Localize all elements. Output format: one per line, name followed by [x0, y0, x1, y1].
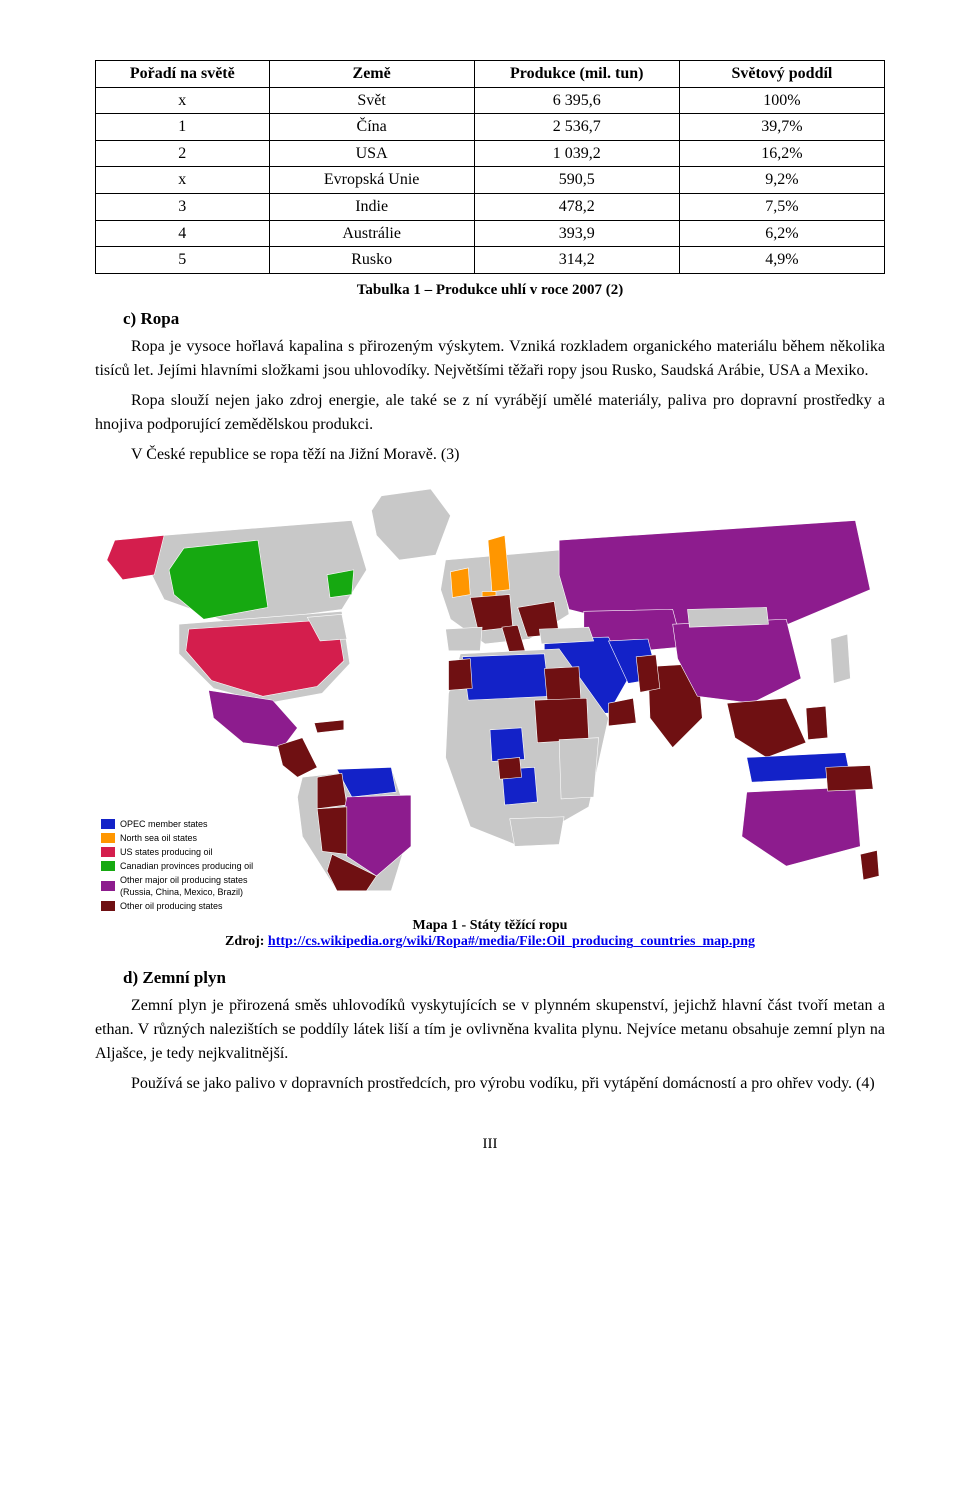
paragraph: Ropa je vysoce hořlavá kapalina s přiroz… [95, 335, 885, 383]
cell-share: 39,7% [679, 114, 884, 141]
cell-rank: 2 [96, 140, 270, 167]
legend-swatch [101, 861, 115, 871]
legend-swatch [101, 847, 115, 857]
cell-rank: 4 [96, 220, 270, 247]
cell-country: Indie [269, 193, 474, 220]
cell-prod: 590,5 [474, 167, 679, 194]
cell-country: Rusko [269, 247, 474, 274]
cell-share: 9,2% [679, 167, 884, 194]
map-caption-title: Mapa 1 - Státy těžící ropu [413, 918, 568, 933]
heading-ropa: c) Ropa [123, 309, 885, 329]
table-row: 2USA1 039,216,2% [96, 140, 885, 167]
cell-share: 7,5% [679, 193, 884, 220]
cell-rank: 1 [96, 114, 270, 141]
table-row: 4Austrálie393,96,2% [96, 220, 885, 247]
map-source-link[interactable]: http://cs.wikipedia.org/wiki/Ropa#/media… [268, 934, 755, 949]
cell-prod: 6 395,6 [474, 87, 679, 114]
page-number: III [95, 1136, 885, 1153]
cell-prod: 2 536,7 [474, 114, 679, 141]
cell-share: 100% [679, 87, 884, 114]
cell-country: Austrálie [269, 220, 474, 247]
cell-prod: 1 039,2 [474, 140, 679, 167]
table-row: 3Indie478,27,5% [96, 193, 885, 220]
legend-label: OPEC member states [120, 818, 208, 830]
cell-share: 4,9% [679, 247, 884, 274]
legend-label: North sea oil states [120, 832, 197, 844]
cell-country: Svět [269, 87, 474, 114]
cell-country: Evropská Unie [269, 167, 474, 194]
map-source-label: Zdroj: [225, 934, 268, 949]
cell-prod: 478,2 [474, 193, 679, 220]
cell-rank: x [96, 87, 270, 114]
legend-swatch [101, 819, 115, 829]
cell-prod: 393,9 [474, 220, 679, 247]
table-row: xSvět6 395,6100% [96, 87, 885, 114]
cell-country: USA [269, 140, 474, 167]
col-rank: Pořadí na světě [96, 61, 270, 88]
map-caption: Mapa 1 - Státy těžící ropu Zdroj: http:/… [95, 918, 885, 950]
col-share: Světový poddíl [679, 61, 884, 88]
table-caption: Tabulka 1 – Produkce uhlí v roce 2007 (2… [95, 282, 885, 299]
legend-swatch [101, 901, 115, 911]
cell-share: 6,2% [679, 220, 884, 247]
table-header-row: Pořadí na světě Země Produkce (mil. tun)… [96, 61, 885, 88]
col-prod: Produkce (mil. tun) [474, 61, 679, 88]
document-page: Pořadí na světě Země Produkce (mil. tun)… [0, 0, 960, 1193]
map-svg [95, 481, 885, 896]
table-row: 5Rusko314,24,9% [96, 247, 885, 274]
legend-label: Other oil producing states [120, 900, 223, 912]
col-country: Země [269, 61, 474, 88]
legend-swatch [101, 881, 115, 891]
cell-prod: 314,2 [474, 247, 679, 274]
legend-label: Other major oil producing states (Russia… [120, 874, 248, 898]
cell-rank: 3 [96, 193, 270, 220]
coal-production-table: Pořadí na světě Země Produkce (mil. tun)… [95, 60, 885, 274]
cell-country: Čína [269, 114, 474, 141]
paragraph: Ropa slouží nejen jako zdroj energie, al… [95, 389, 885, 437]
cell-rank: 5 [96, 247, 270, 274]
legend-label: Canadian provinces producing oil [120, 860, 253, 872]
heading-zemni-plyn: d) Zemní plyn [123, 968, 885, 988]
legend-swatch [101, 833, 115, 843]
world-oil-map: OPEC member states North sea oil states US… [95, 481, 885, 913]
legend-item-other: Other oil producing states [101, 900, 885, 912]
legend-label: US states producing oil [120, 846, 213, 858]
cell-rank: x [96, 167, 270, 194]
table-row: 1Čína2 536,739,7% [96, 114, 885, 141]
cell-share: 16,2% [679, 140, 884, 167]
paragraph: V České republice se ropa těží na Jižní … [95, 443, 885, 467]
table-row: xEvropská Unie590,59,2% [96, 167, 885, 194]
paragraph: Používá se jako palivo v dopravních pros… [95, 1072, 885, 1096]
paragraph: Zemní plyn je přirozená směs uhlovodíků … [95, 994, 885, 1066]
